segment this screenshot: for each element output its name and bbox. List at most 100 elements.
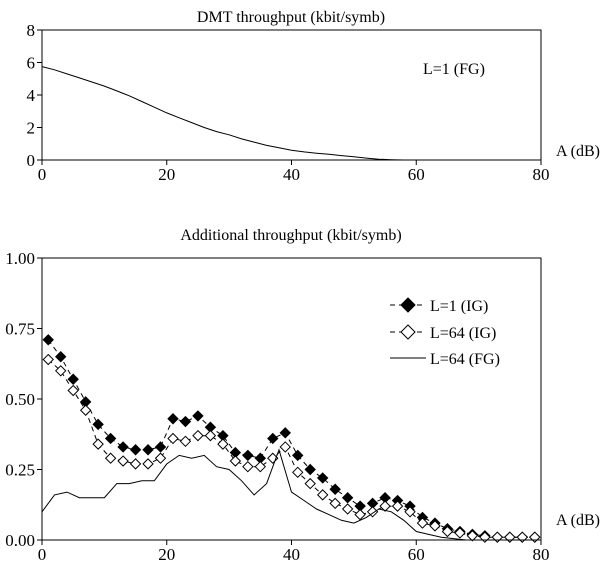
bottom-point-l-1-ig [329, 483, 341, 495]
bottom-point-l-64-ig [179, 435, 192, 448]
top-y-tick-label: 0 [27, 151, 36, 170]
bottom-series-line-l-64-ig [47, 359, 535, 538]
bottom-point-l-1-ig [55, 350, 67, 363]
bottom-point-l-1-ig [279, 427, 291, 439]
bottom-point-l-64-ig [366, 506, 379, 518]
bottom-x-tick-label: 20 [158, 545, 175, 564]
legend-label-l1-ig: L=1 (IG) [430, 298, 488, 315]
bottom-series-line-l-1-ig [47, 339, 535, 538]
bottom-point-l-64-ig [192, 429, 204, 442]
bottom-point-l-64-ig [104, 452, 117, 464]
legend-marker-l64-ig [400, 324, 416, 340]
bottom-x-tick-label: 0 [38, 545, 47, 564]
bottom-point-l-64-ig [466, 530, 479, 542]
bottom-point-l-1-ig [341, 491, 354, 504]
bottom-point-l-64-ig [354, 508, 366, 521]
bottom-point-l-1-ig [129, 444, 142, 456]
bottom-point-l-64-ig [316, 489, 329, 501]
top-x-tick-label: 60 [408, 165, 425, 184]
bottom-point-l-1-ig [242, 449, 254, 462]
top-chart-annotation: L=1 (FG) [423, 61, 485, 78]
bottom-point-l-64-ig [142, 458, 154, 470]
bottom-point-l-64-ig [341, 503, 354, 515]
bottom-point-l-64-ig [416, 517, 429, 529]
bottom-point-l-64-ig [441, 525, 454, 538]
legend-label-l64-fg: L=64 (FG) [430, 351, 500, 368]
bottom-point-l-64-ig [454, 527, 466, 539]
bottom-point-l-64-ig [229, 455, 242, 467]
bottom-point-l-64-ig [491, 531, 504, 543]
bottom-point-l-64-ig [79, 404, 92, 416]
bottom-chart-title: Additional throughput (kbit/symb) [180, 227, 401, 244]
top-plot-frame [41, 29, 542, 161]
bottom-axis-ticks: 0 20 40 60 80 0.00 0.25 0.50 0.75 1.00 [5, 249, 549, 564]
bottom-chart: Additional throughput (kbit/symb) A (dB)… [5, 227, 600, 564]
bottom-point-l-64-ig [92, 438, 104, 450]
top-y-tick-label: 4 [27, 86, 36, 105]
bottom-point-l-64-ig [304, 477, 316, 490]
bottom-point-l-64-ig [516, 531, 528, 543]
bottom-point-l-64-ig [55, 365, 67, 377]
bottom-point-l-1-ig [179, 415, 192, 428]
bottom-x-axis-label: A (dB) [556, 512, 600, 529]
bottom-point-l-1-ig [304, 463, 316, 476]
top-y-tick-label: 8 [27, 21, 36, 40]
bottom-point-l-64-ig [529, 531, 541, 543]
legend-label-l64-ig: L=64 (IG) [430, 325, 496, 342]
bottom-y-tick-label: 0.75 [5, 320, 35, 339]
bottom-series [41, 334, 541, 543]
top-x-tick-label: 80 [533, 165, 550, 184]
bottom-series-line-l-64-fg [41, 448, 541, 541]
bottom-point-l-1-ig [67, 373, 79, 385]
bottom-point-l-1-ig [117, 441, 129, 453]
bottom-point-l-64-ig [391, 500, 404, 512]
top-y-tick-label: 2 [27, 119, 36, 138]
bottom-point-l-64-ig [217, 438, 229, 450]
bottom-point-l-64-ig [117, 455, 129, 467]
bottom-legend: L=1 (IG) L=64 (IG) L=64 (FG) [390, 297, 500, 368]
top-series [41, 66, 541, 161]
bottom-point-l-1-ig [292, 449, 304, 462]
bottom-point-l-1-ig [267, 432, 279, 445]
top-series-line-l-1-fg [41, 66, 541, 161]
bottom-point-l-64-ig [204, 429, 217, 442]
bottom-point-l-1-ig [142, 444, 154, 456]
bottom-point-l-64-ig [129, 458, 142, 470]
bottom-point-l-64-ig [504, 531, 516, 543]
top-y-tick-label: 6 [27, 54, 36, 73]
bottom-point-l-1-ig [167, 413, 179, 425]
bottom-y-tick-label: 0.50 [5, 390, 35, 409]
top-x-tick-label: 40 [283, 165, 300, 184]
bottom-point-l-1-ig [104, 432, 117, 445]
bottom-point-l-64-ig [67, 384, 79, 397]
top-x-tick-label: 20 [158, 165, 175, 184]
bottom-x-tick-label: 40 [283, 545, 300, 564]
bottom-point-l-1-ig [192, 410, 204, 422]
bottom-y-tick-label: 0.00 [5, 531, 35, 550]
bottom-y-tick-label: 1.00 [5, 249, 35, 268]
bottom-point-l-1-ig [316, 472, 329, 484]
top-x-axis-label: A (dB) [556, 143, 600, 160]
top-chart-title: DMT throughput (kbit/symb) [197, 9, 385, 26]
bottom-point-l-64-ig [404, 506, 416, 518]
bottom-point-l-64-ig [167, 432, 179, 445]
bottom-y-tick-label: 0.25 [5, 461, 35, 480]
bottom-point-l-64-ig [42, 353, 54, 366]
bottom-point-l-64-ig [242, 460, 254, 473]
bottom-x-tick-label: 80 [533, 545, 550, 564]
bottom-point-l-64-ig [254, 460, 267, 473]
bottom-point-l-64-ig [292, 466, 304, 479]
bottom-x-tick-label: 60 [408, 545, 425, 564]
bottom-point-l-64-ig [429, 520, 441, 532]
bottom-point-l-64-ig [279, 441, 291, 453]
bottom-point-l-64-ig [154, 452, 167, 464]
bottom-point-l-64-ig [329, 497, 341, 510]
bottom-point-l-1-ig [42, 334, 54, 346]
top-chart: DMT throughput (kbit/symb) L=1 (FG) A (d… [27, 9, 601, 184]
legend-marker-l1-ig [400, 297, 416, 313]
bottom-point-l-64-ig [379, 500, 391, 512]
top-x-tick-label: 0 [38, 165, 47, 184]
bottom-point-l-1-ig [154, 441, 167, 453]
